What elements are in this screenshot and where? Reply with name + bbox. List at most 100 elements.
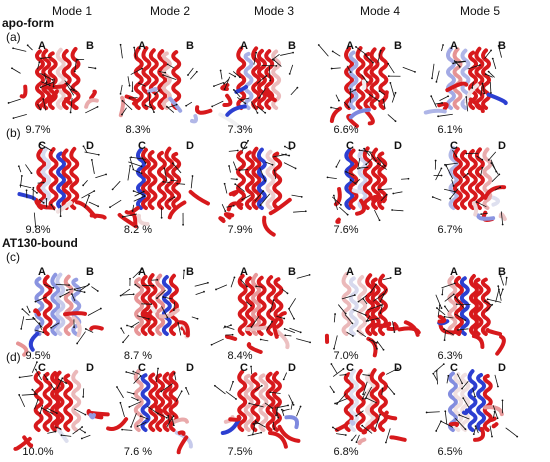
mode-arrow-head [31, 172, 33, 174]
mode-arrow-head [275, 415, 277, 417]
mode-arrow [336, 95, 339, 101]
mode-arrow-head [213, 85, 215, 87]
mode-arrow [445, 411, 447, 424]
mode-arrow-head [345, 374, 347, 376]
mode-arrow-head [34, 318, 36, 320]
mode-arrow-head [375, 160, 377, 162]
mode-arrow [190, 72, 197, 80]
mode-arrow-head [181, 390, 183, 392]
mode-arrow-head [359, 149, 361, 151]
mode-arrow-head [271, 407, 273, 409]
mode-arrow [319, 45, 329, 56]
mode-arrow [121, 328, 124, 333]
mode-arrow-head [516, 436, 518, 438]
mode-arrow [188, 68, 193, 75]
mode-arrow-head [211, 106, 213, 108]
loop-ribbon [385, 413, 395, 419]
mode-arrow-head [447, 375, 449, 377]
mode-arrow-head [61, 377, 63, 379]
mode-arrow-head [145, 162, 147, 164]
mode-arrow-head [393, 331, 395, 333]
mode-arrow-head [185, 105, 187, 107]
loop-ribbon [179, 437, 187, 452]
mode-arrow-head [140, 375, 142, 377]
chain-label-right: D [86, 140, 94, 152]
mode-arrow [191, 176, 192, 188]
loop-ribbon [276, 330, 288, 347]
chain-label-right: D [498, 140, 506, 152]
mode-arrow-head [236, 178, 238, 180]
mode-arrow [339, 375, 345, 376]
mode-arrow-head [379, 414, 381, 416]
loop-ribbon [22, 87, 26, 97]
mode-arrow-head [474, 396, 476, 398]
mode-arrow-head [440, 167, 442, 169]
mode-arrow-head [29, 311, 31, 313]
mode-arrow [280, 53, 293, 56]
loop-ribbon [366, 112, 372, 124]
mode-arrow-head [13, 117, 15, 119]
mode-arrow [221, 71, 222, 80]
mode-arrow-head [367, 320, 369, 322]
mode-arrow-head [301, 196, 303, 198]
loop-ribbon [474, 203, 476, 214]
mode-arrow-head [333, 195, 335, 197]
mode-arrow-head [109, 206, 111, 208]
mode-arrow [142, 285, 153, 286]
mode-arrow-head [376, 342, 378, 344]
mode-arrow [121, 85, 123, 94]
mode-arrow-head [187, 74, 189, 76]
mode-arrow [489, 152, 496, 160]
mode-arrow-head [430, 95, 432, 97]
mode-arrow [192, 317, 198, 319]
chain-label-right: B [288, 266, 296, 278]
chain-label-right: B [394, 40, 402, 52]
mode-arrow-head [237, 150, 239, 152]
loop-ribbon [180, 432, 184, 433]
mode-arrow-head [166, 316, 168, 318]
mode-arrow-head [386, 194, 388, 196]
mode-percentage: 7.6% [316, 224, 376, 236]
mode-arrow [434, 364, 444, 372]
mode-arrow [123, 335, 129, 342]
mode-arrow-head [141, 172, 143, 174]
mode-arrow-head [479, 64, 481, 66]
mode-arrow [285, 335, 291, 336]
mode-arrow [284, 373, 287, 380]
mode-arrow-head [318, 44, 320, 46]
mode-arrow [458, 329, 469, 330]
mode-arrow [392, 210, 403, 211]
mode-arrow [127, 392, 134, 394]
mode-arrow-head [441, 175, 443, 177]
mode-arrow-head [431, 77, 433, 79]
mode-arrow-head [392, 193, 394, 195]
mode-arrow [251, 367, 252, 375]
loop-ribbon [494, 424, 497, 426]
mode-arrow-head [296, 87, 298, 89]
mode-arrow-head [461, 383, 463, 385]
mode-arrow-head [244, 103, 246, 105]
mode-arrow-head [132, 210, 134, 212]
mode-arrow-head [350, 71, 352, 73]
mode-arrow-head [19, 376, 21, 378]
loop-ribbon [31, 334, 38, 350]
mode-arrow-head [284, 328, 286, 330]
helix-ribbon [247, 152, 253, 208]
mode-arrow [22, 394, 35, 395]
mode-arrow-head [340, 204, 342, 206]
loop-ribbon [489, 95, 506, 103]
mode-arrow [427, 412, 440, 413]
mode-arrow-head [137, 425, 139, 427]
chain-label-left: C [38, 140, 46, 152]
mode-arrow-head [74, 70, 76, 72]
mode-arrow-head [82, 184, 84, 186]
mode-arrow [88, 67, 95, 68]
helix-ribbon [173, 52, 179, 108]
mode-arrow-head [426, 412, 428, 414]
mode-arrow-head [50, 327, 52, 329]
mode-arrow-head [196, 71, 198, 73]
